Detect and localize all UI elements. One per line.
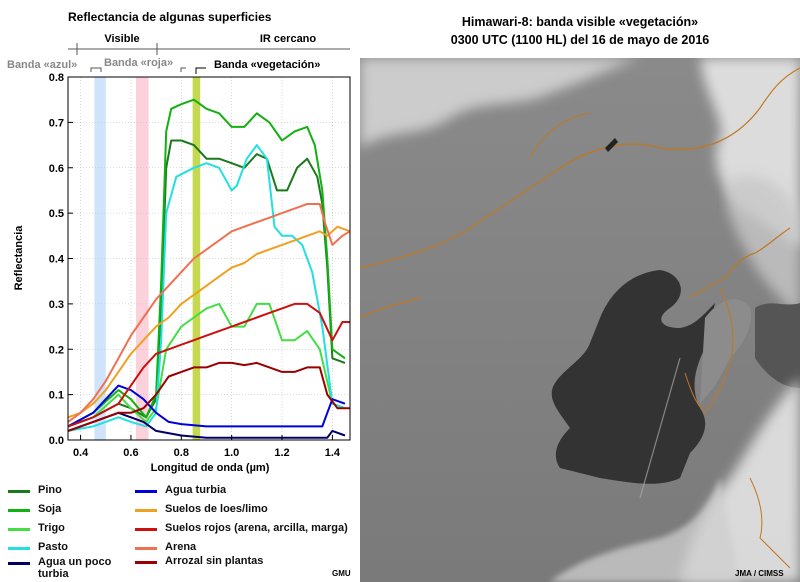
legend-swatch — [135, 561, 157, 564]
legend-swatch — [8, 528, 30, 531]
border-west — [360, 297, 421, 319]
reflectance-chart: 0.0 0.1 0.2 0.3 0.4 0.5 0.6 0.7 0.8 0.4 0.6 0.8 1.0 1… — [7, 33, 351, 474]
y-tick-label: 0.2 — [49, 344, 64, 356]
legend-swatch — [135, 528, 157, 531]
legend-label: Pasto — [38, 541, 68, 553]
band-red-bracket — [180, 67, 186, 72]
series-line-6 — [67, 225, 351, 419]
legend-label: Arena — [165, 541, 197, 553]
legend-swatch — [8, 509, 30, 512]
x-tick-label: 0.6 — [123, 447, 138, 459]
band-rect-0 — [94, 77, 106, 440]
series-line-9 — [67, 361, 350, 432]
legend-label: Pino — [38, 484, 62, 496]
grid — [68, 77, 350, 440]
coast-japan — [749, 477, 791, 569]
legend-label: Trigo — [38, 522, 65, 534]
y-tick-label: 0.5 — [49, 208, 64, 220]
legend-swatch — [135, 547, 157, 550]
satellite-title: Himawari-8: banda visible «vegetación» 0… — [360, 13, 800, 49]
legend-label: Agua un poco turbia — [38, 556, 112, 580]
region-nir-label: IR cercano — [260, 33, 317, 45]
y-tick-label: 0.6 — [49, 163, 64, 175]
border-mongolia — [529, 112, 591, 159]
satellite-image — [360, 58, 800, 582]
x-tick-label: 1.2 — [274, 447, 289, 459]
satellite-title-line2: 0300 UTC (1100 HL) del 16 de mayo de 201… — [450, 33, 710, 47]
x-tick-label: 0.4 — [73, 447, 89, 459]
legend-swatch — [135, 509, 157, 512]
y-tick-label: 0.8 — [49, 72, 64, 84]
band-rect-2 — [192, 77, 201, 440]
series-line-3 — [67, 144, 346, 432]
cloud-top-left — [360, 58, 640, 148]
cloud-bottom — [550, 478, 740, 582]
legend-swatch — [8, 490, 30, 493]
sea-area — [551, 270, 715, 484]
legend-label: Soja — [38, 503, 62, 515]
x-axis-label: Longitud de onda (µm) — [151, 462, 270, 474]
credit-jma: JMA / CIMSS — [735, 569, 784, 578]
x-tick-label: 1.0 — [224, 447, 239, 459]
y-tick-label: 0.4 — [49, 254, 65, 266]
legend-swatch — [8, 562, 30, 565]
band-highlights — [94, 77, 201, 440]
credit-gmu: GMU — [332, 569, 351, 578]
border-korea-china — [689, 227, 791, 299]
x-tick-label: 0.8 — [174, 447, 189, 459]
legend-label: Suelos de loes/limo — [165, 503, 268, 515]
coast-korea — [684, 287, 734, 414]
y-axis-label: Reflectancia — [13, 225, 25, 291]
x-tick-label: 1.4 — [325, 447, 341, 459]
region-visible-label: Visible — [104, 33, 139, 45]
legend-label: Arrozal sin plantas — [165, 555, 264, 567]
band-blue-label: Banda «azul» — [7, 59, 77, 71]
y-tick-label: 0.1 — [49, 390, 64, 402]
band-veg-label: Banda «vegetación» — [214, 59, 320, 71]
korea-land — [700, 299, 751, 403]
axes: 0.0 0.1 0.2 0.3 0.4 0.5 0.6 0.7 0.8 0.4 0.6 0.8 1.0 1… — [49, 72, 341, 459]
chart-title: Reflectancia de algunas superficies — [68, 10, 272, 24]
series-line-5 — [67, 384, 346, 428]
lake — [605, 138, 618, 152]
series-line-7 — [67, 302, 350, 428]
band-rect-1 — [135, 77, 149, 440]
cloud-streak — [639, 357, 681, 499]
band-blue-bracket — [90, 67, 102, 72]
legend-label: Agua turbia — [165, 484, 227, 496]
legend-swatch — [8, 547, 30, 550]
cloud-right-mid — [726, 175, 800, 318]
satellite-title-line1: Himawari-8: banda visible «vegetación» — [461, 15, 699, 29]
series-line-8 — [67, 203, 351, 423]
band-red-label: Banda «roja» — [104, 57, 173, 69]
series-lines — [67, 98, 351, 439]
band-veg-bracket — [195, 67, 206, 74]
legend-label: Suelos rojos (arena, arcilla, marga) — [165, 522, 348, 534]
east-sea — [755, 303, 800, 388]
legend-swatch — [135, 490, 157, 493]
series-line-2 — [67, 302, 346, 428]
y-tick-label: 0.3 — [49, 299, 64, 311]
border-north — [360, 67, 800, 269]
y-tick-label: 0.0 — [49, 435, 64, 447]
y-tick-label: 0.7 — [49, 117, 64, 129]
series-line-1 — [67, 98, 346, 428]
